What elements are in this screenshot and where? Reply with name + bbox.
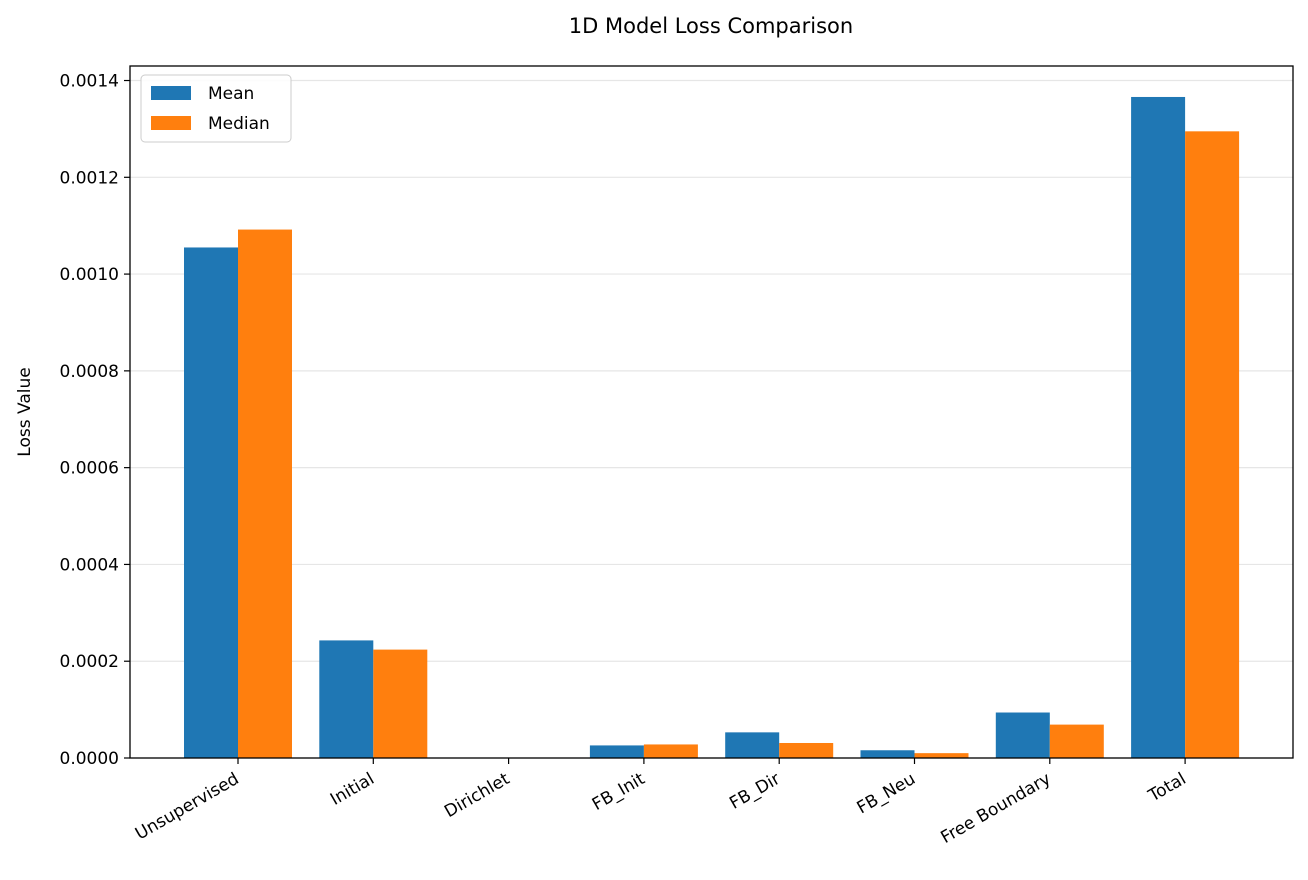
chart-title: 1D Model Loss Comparison xyxy=(569,14,853,38)
x-tick-label: Dirichlet xyxy=(441,769,513,822)
bar-median xyxy=(1185,131,1240,758)
plot-frame xyxy=(129,65,1294,759)
x-tick-label: FB_Dir xyxy=(726,769,783,814)
bar-mean xyxy=(1131,96,1186,758)
x-tick-label: Initial xyxy=(327,769,378,810)
y-axis-label: Loss Value xyxy=(15,367,35,456)
y-tick-label: 0.0008 xyxy=(60,362,119,382)
x-tick-label: FB_Neu xyxy=(854,769,919,818)
x-tick-label: Unsupervised xyxy=(132,769,242,844)
bar-mean xyxy=(995,712,1050,758)
bars-layer xyxy=(184,96,1240,759)
bar-mean xyxy=(589,745,644,758)
legend-label: Median xyxy=(208,114,270,134)
bar-mean xyxy=(860,750,915,758)
legend: Mean Median xyxy=(140,74,292,143)
bar-median xyxy=(373,649,428,758)
y-tick-label: 0.0010 xyxy=(60,265,119,285)
bar-median xyxy=(643,744,698,758)
y-tick-label: 0.0004 xyxy=(60,555,119,575)
bar-median xyxy=(1049,724,1104,758)
y-tick-label: 0.0012 xyxy=(60,168,119,188)
x-tick-label: FB_Init xyxy=(589,769,649,815)
y-tick-label: 0.0002 xyxy=(60,652,119,672)
legend-swatch-mean xyxy=(151,86,191,100)
x-tick-label: Free Boundary xyxy=(937,769,1054,848)
bar-mean xyxy=(725,732,780,758)
y-tick-label: 0.0014 xyxy=(60,72,119,92)
y-tick-label: 0.0006 xyxy=(60,459,119,479)
grid-layer xyxy=(130,79,1293,759)
bar-median xyxy=(914,753,969,758)
bar-median xyxy=(238,229,292,759)
x-tick-label: Total xyxy=(1144,769,1189,807)
bar-median xyxy=(779,742,834,758)
legend-swatch-median xyxy=(151,116,191,130)
bar-mean xyxy=(319,640,374,758)
y-tick-label: 0.0000 xyxy=(60,749,119,769)
legend-label: Mean xyxy=(208,84,254,104)
bar-mean xyxy=(184,247,238,758)
